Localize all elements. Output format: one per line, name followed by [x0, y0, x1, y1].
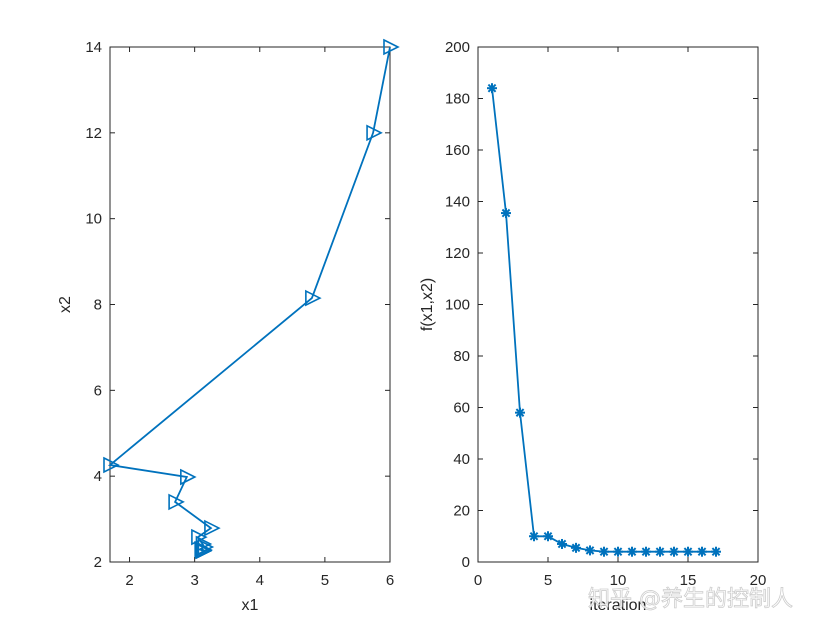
y-tick-label: 200	[445, 39, 470, 56]
x-tick-label: 6	[386, 572, 394, 589]
axes-box	[477, 46, 759, 563]
y-tick-label: 40	[453, 451, 470, 468]
x-tick-label: 0	[474, 572, 482, 589]
x-axis-label: x1	[242, 597, 259, 614]
x-tick-label: 10	[610, 572, 627, 589]
y-axis-label: x2	[57, 296, 74, 313]
asterisk-marker-icon	[697, 546, 707, 557]
y-tick-label: 120	[445, 245, 470, 262]
y-tick-label: 10	[85, 211, 102, 228]
y-tick-label: 0	[462, 554, 470, 571]
x-tick-label: 20	[750, 572, 767, 589]
y-tick-label: 2	[94, 554, 102, 571]
asterisk-marker-icon	[585, 545, 595, 556]
x-tick-label: 15	[680, 572, 697, 589]
triangle-marker-icon	[383, 38, 400, 56]
y-tick-label: 180	[445, 91, 470, 108]
y-tick-label: 12	[85, 125, 102, 142]
triangle-marker-icon	[168, 493, 185, 511]
y-tick-label: 6	[94, 382, 102, 399]
x-tick-label: 5	[544, 572, 552, 589]
asterisk-marker-icon	[669, 546, 679, 557]
triangle-marker-icon	[204, 519, 221, 537]
y-tick-label: 4	[94, 468, 102, 485]
x-tick-label: 5	[321, 572, 329, 589]
asterisk-marker-icon	[655, 546, 665, 557]
x-tick-label: 4	[256, 572, 264, 589]
asterisk-marker-icon	[599, 546, 609, 557]
asterisk-marker-icon	[683, 546, 693, 557]
asterisk-marker-icon	[641, 546, 651, 557]
asterisk-marker-icon	[557, 538, 567, 549]
y-tick-label: 80	[453, 348, 470, 365]
triangle-marker-icon	[305, 289, 322, 307]
x-tick-label: 2	[125, 572, 133, 589]
asterisk-marker-icon	[529, 531, 539, 542]
asterisk-marker-icon	[543, 531, 553, 542]
left-axes-x1-x2: 2 3 4 5 6 2 4 6 8 10 12 14 x1 x2	[57, 38, 400, 614]
x-axis-label: iteration	[590, 597, 647, 614]
asterisk-marker-icon	[515, 407, 525, 418]
asterisk-marker-icon	[501, 208, 511, 219]
triangle-marker-icon	[180, 468, 197, 486]
watermark-text: 知乎 @养生的控制人	[588, 587, 793, 612]
y-tick-label: 14	[85, 39, 102, 56]
asterisk-marker-icon	[613, 546, 623, 557]
axes-box	[109, 46, 391, 563]
y-tick-label: 8	[94, 297, 102, 314]
x-tick-label: 3	[190, 572, 198, 589]
asterisk-marker-icon	[627, 546, 637, 557]
triangle-marker-icon	[195, 542, 213, 560]
y-tick-label: 20	[453, 503, 470, 520]
triangle-marker-icon	[103, 456, 120, 474]
y-tick-label: 160	[445, 142, 470, 159]
y-tick-label: 60	[453, 400, 470, 417]
right-axes-objective: 0 5 10 15 20020406080100120140160180200itera…	[419, 39, 766, 614]
asterisk-marker-icon	[711, 546, 721, 557]
asterisk-marker-icon	[571, 542, 581, 553]
asterisk-marker-icon	[487, 83, 497, 94]
y-tick-label: 100	[445, 297, 470, 314]
y-axis-label: f(x1,x2)	[419, 278, 436, 331]
triangle-marker-icon	[366, 124, 383, 142]
y-tick-label: 140	[445, 194, 470, 211]
